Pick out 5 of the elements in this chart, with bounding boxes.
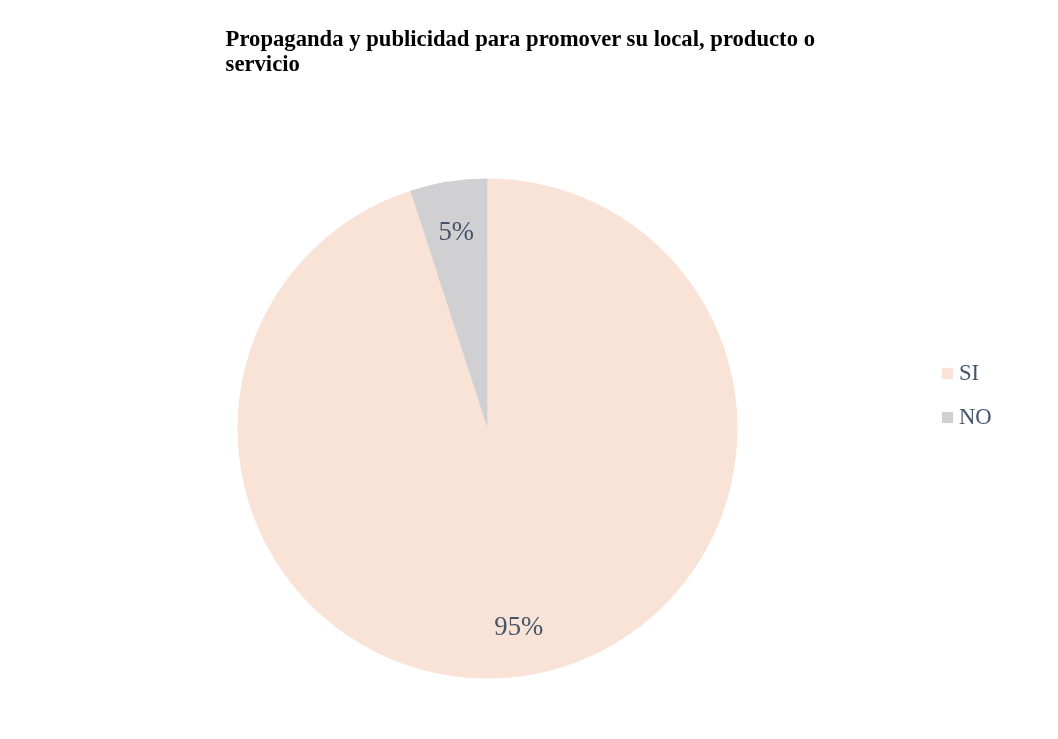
legend-label: NO bbox=[959, 404, 992, 430]
chart-title: Propaganda y publicidad para promover su local, producto o servicio bbox=[225, 25, 815, 76]
legend-label: SI bbox=[959, 360, 980, 386]
data-label: 95% bbox=[494, 611, 544, 642]
data-label: 5% bbox=[438, 215, 474, 246]
